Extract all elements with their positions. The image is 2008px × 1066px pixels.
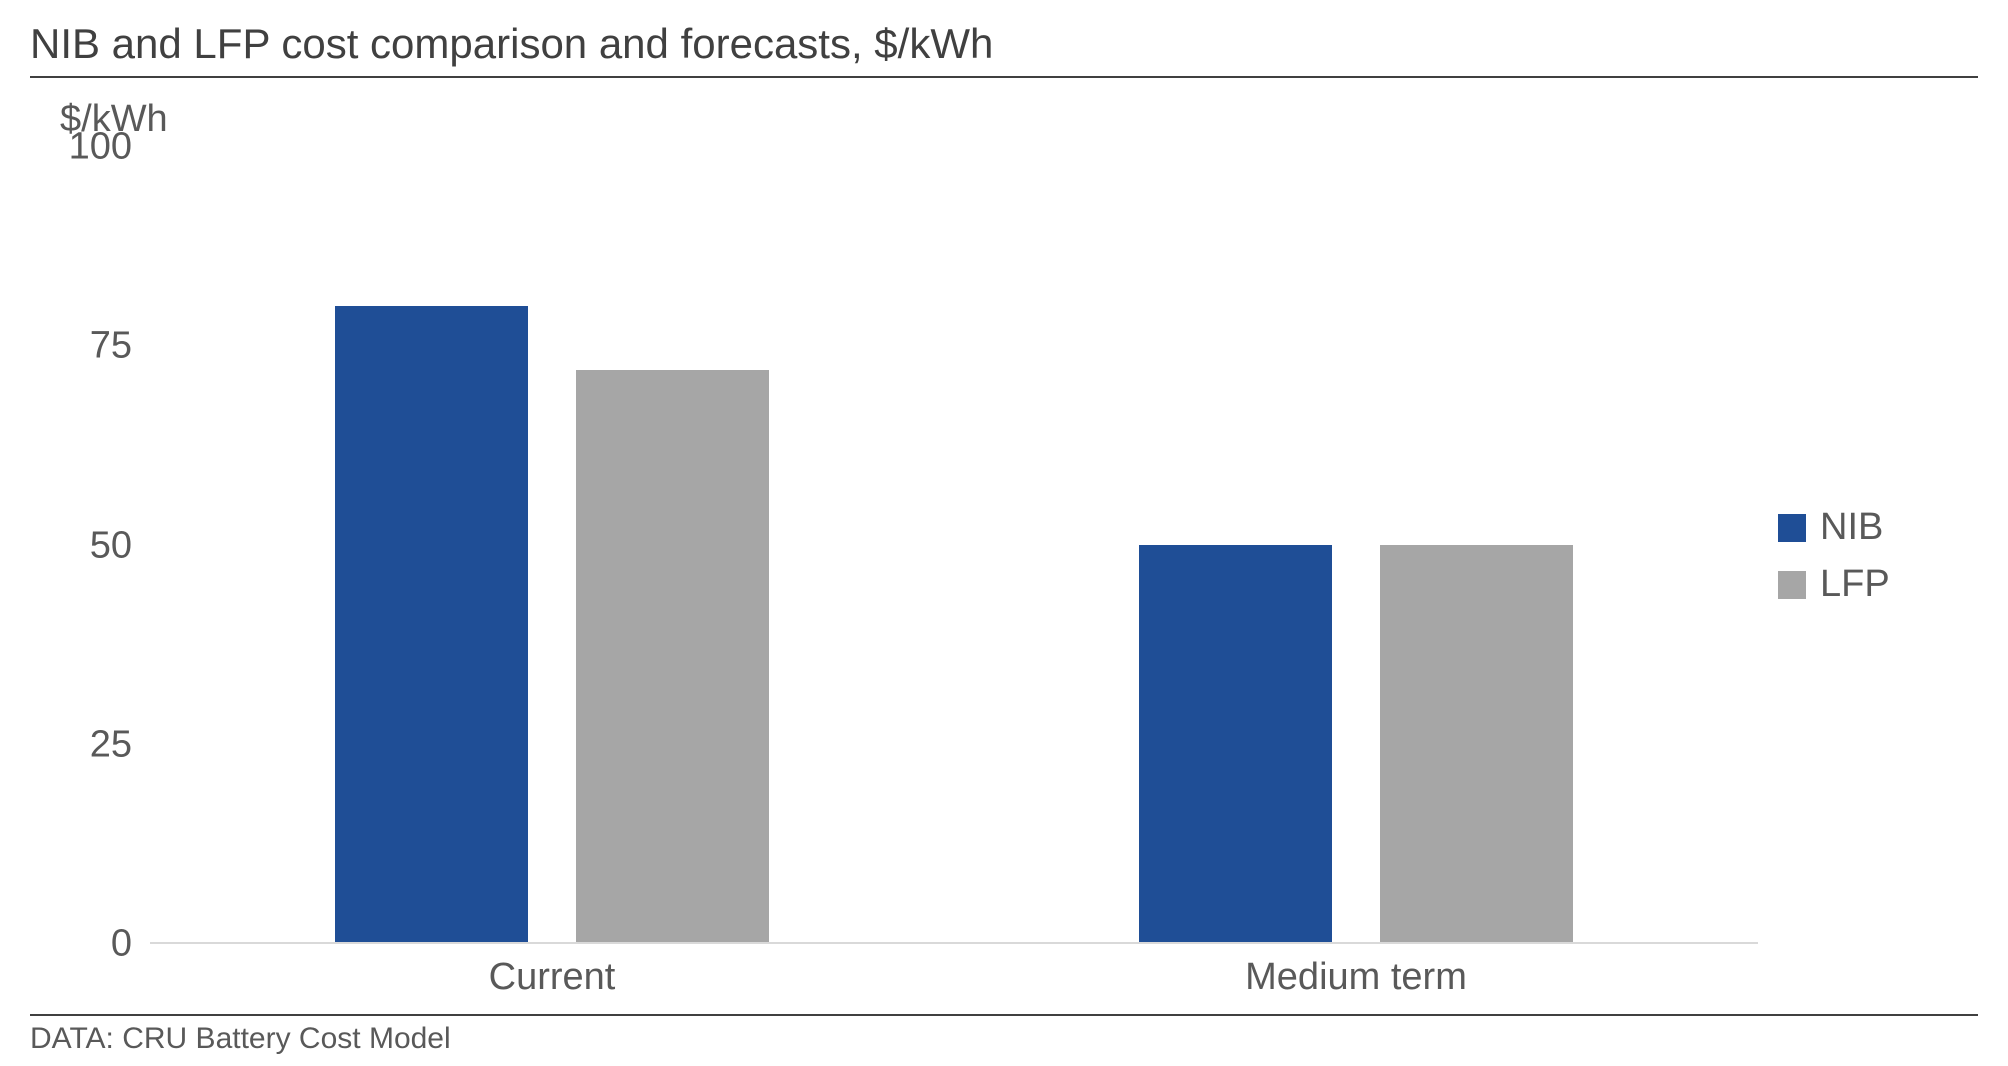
bar-lfp-current xyxy=(576,370,769,942)
x-axis: CurrentMedium term xyxy=(30,944,1758,1014)
y-axis: 0255075100 xyxy=(30,147,150,944)
y-tick-label: 0 xyxy=(111,923,132,966)
legend-item-lfp: LFP xyxy=(1778,563,1978,606)
legend-swatch-icon xyxy=(1778,514,1806,542)
x-tick-label: Medium term xyxy=(954,944,1758,1014)
y-tick-label: 25 xyxy=(90,723,132,766)
chart-title: NIB and LFP cost comparison and forecast… xyxy=(30,20,1978,78)
y-tick-label: 50 xyxy=(90,524,132,567)
chart-container: NIB and LFP cost comparison and forecast… xyxy=(0,0,2008,1066)
plot-area xyxy=(150,147,1758,944)
bar-lfp-medium-term xyxy=(1380,545,1573,943)
legend: NIB LFP xyxy=(1758,98,1978,1014)
legend-item-nib: NIB xyxy=(1778,506,1978,549)
y-tick-label: 100 xyxy=(69,126,132,169)
y-axis-label: $/kWh xyxy=(30,98,1758,141)
bar-nib-current xyxy=(335,306,528,942)
x-tick-label: Current xyxy=(150,944,954,1014)
legend-label: NIB xyxy=(1820,506,1883,549)
bar-nib-medium-term xyxy=(1139,545,1332,943)
legend-label: LFP xyxy=(1820,563,1890,606)
plot-wrap: 0255075100 xyxy=(30,147,1758,944)
chart-footer: DATA: CRU Battery Cost Model xyxy=(30,1014,1978,1056)
legend-swatch-icon xyxy=(1778,571,1806,599)
chart-row: $/kWh 0 25 50 75 100 CurrentMedium term NIB L… xyxy=(30,78,1978,1014)
chart-area: $/kWh 0 25 50 75 100 CurrentMedium term xyxy=(30,98,1758,1014)
y-tick-label: 75 xyxy=(90,325,132,368)
